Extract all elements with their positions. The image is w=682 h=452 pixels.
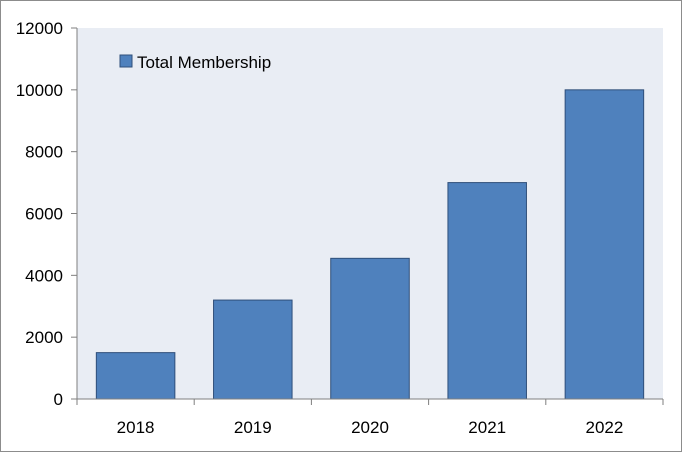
y-tick-label: 10000 — [16, 81, 63, 100]
legend: Total Membership — [119, 53, 271, 72]
x-axis-ticks: 2018 2019 2020 2021 2022 — [117, 418, 624, 437]
x-tick-label: 2022 — [585, 418, 623, 437]
y-tick-label: 4000 — [25, 266, 63, 285]
y-tick-label: 0 — [54, 390, 63, 409]
y-tick-label: 6000 — [25, 205, 63, 224]
axes-group — [71, 27, 664, 405]
y-tick-label: 8000 — [25, 143, 63, 162]
x-tick-label: 2021 — [468, 418, 506, 437]
y-tick-label: 2000 — [25, 328, 63, 347]
y-tick-label: 12000 — [16, 19, 63, 38]
y-axis-ticks: 0 2000 4000 6000 8000 10000 12000 — [16, 19, 63, 409]
bar-2018 — [95, 352, 176, 400]
x-tick-label: 2020 — [351, 418, 389, 437]
bar-2022 — [564, 89, 645, 400]
legend-swatch — [119, 54, 133, 68]
bar-2020 — [330, 257, 410, 400]
x-tick-label: 2018 — [117, 418, 155, 437]
bar-2019 — [213, 299, 293, 400]
bar-2021 — [447, 182, 527, 400]
bars-group — [95, 89, 645, 400]
x-tick-label: 2019 — [234, 418, 272, 437]
legend-label: Total Membership — [137, 53, 271, 72]
